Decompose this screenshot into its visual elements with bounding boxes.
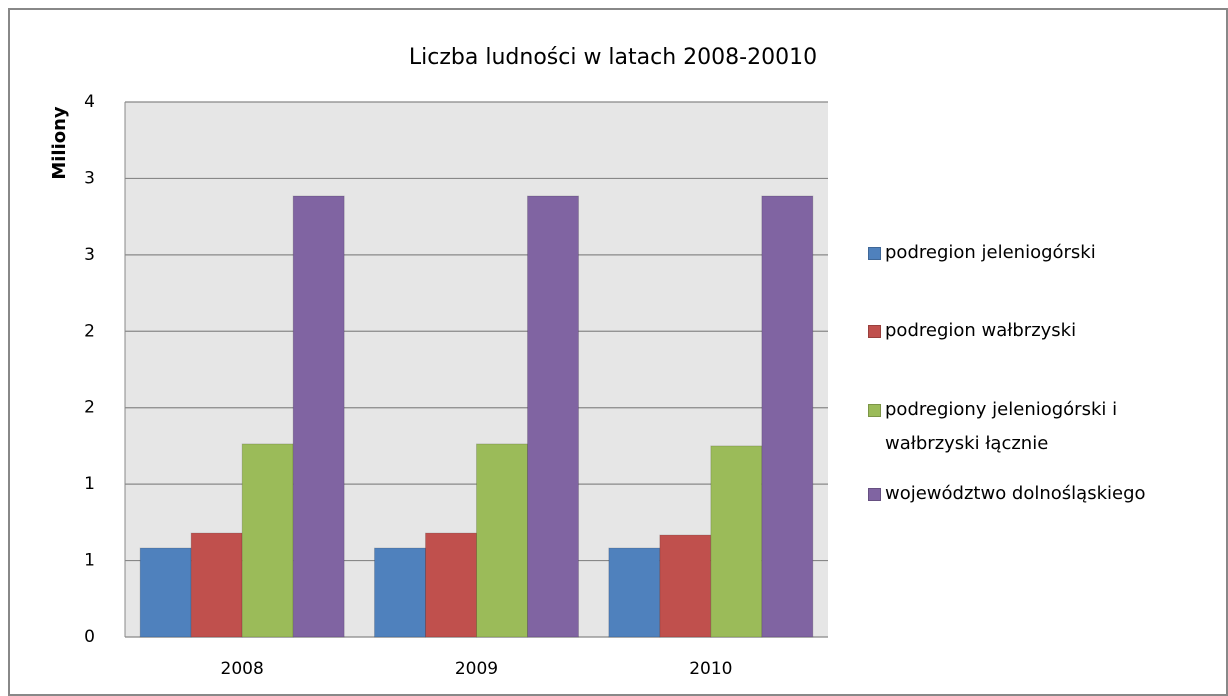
legend-swatch <box>868 325 881 338</box>
y-tick-label: 1 <box>84 551 95 571</box>
y-tick-label: 0 <box>84 627 95 647</box>
bar <box>374 547 426 638</box>
legend-item: województwo dolnośląskiego <box>868 477 1168 511</box>
chart-title: Liczba ludności w latach 2008-20010 <box>409 45 817 70</box>
bar <box>139 547 192 638</box>
y-axis-title: Miliony <box>49 106 70 180</box>
legend-label: podregion jeleniogórski <box>885 242 1096 263</box>
y-tick-label: 1 <box>84 474 95 494</box>
y-tick-label: 3 <box>84 168 95 188</box>
y-tick-label: 4 <box>84 92 95 112</box>
bar <box>425 532 477 638</box>
legend-swatch <box>868 247 881 260</box>
x-tick-label: 2008 <box>221 659 264 679</box>
y-tick-label: 2 <box>84 398 95 418</box>
bar <box>476 443 528 638</box>
legend-item: podregion wałbrzyski <box>868 314 1168 348</box>
y-tick-label: 2 <box>84 321 95 341</box>
legend-label: województwo dolnośląskiego <box>885 483 1146 504</box>
bar <box>608 547 661 638</box>
x-tick-label: 2010 <box>689 659 732 679</box>
bar <box>710 445 763 638</box>
y-tick-label: 3 <box>84 245 95 265</box>
bar <box>190 532 243 638</box>
bar <box>292 195 345 638</box>
bar <box>241 443 294 638</box>
bar <box>527 195 579 638</box>
legend-label: podregion wałbrzyski <box>885 320 1077 341</box>
bar <box>761 195 814 638</box>
legend-label: podregiony jeleniogórski i wałbrzyski łą… <box>885 399 1118 454</box>
legend-swatch <box>868 488 881 501</box>
legend-item: podregiony jeleniogórski i wałbrzyski łą… <box>868 393 1168 461</box>
x-tick-label: 2009 <box>455 659 498 679</box>
legend-item: podregion jeleniogórski <box>868 236 1168 270</box>
legend-swatch <box>868 404 881 417</box>
bar <box>659 534 712 638</box>
